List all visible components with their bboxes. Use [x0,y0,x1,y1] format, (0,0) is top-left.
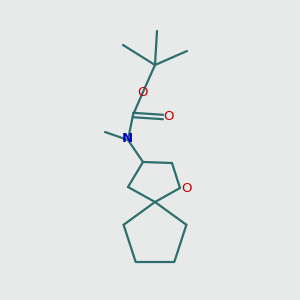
Text: O: O [163,110,173,122]
Text: O: O [137,85,147,98]
Text: N: N [122,133,133,146]
Text: O: O [181,182,191,194]
